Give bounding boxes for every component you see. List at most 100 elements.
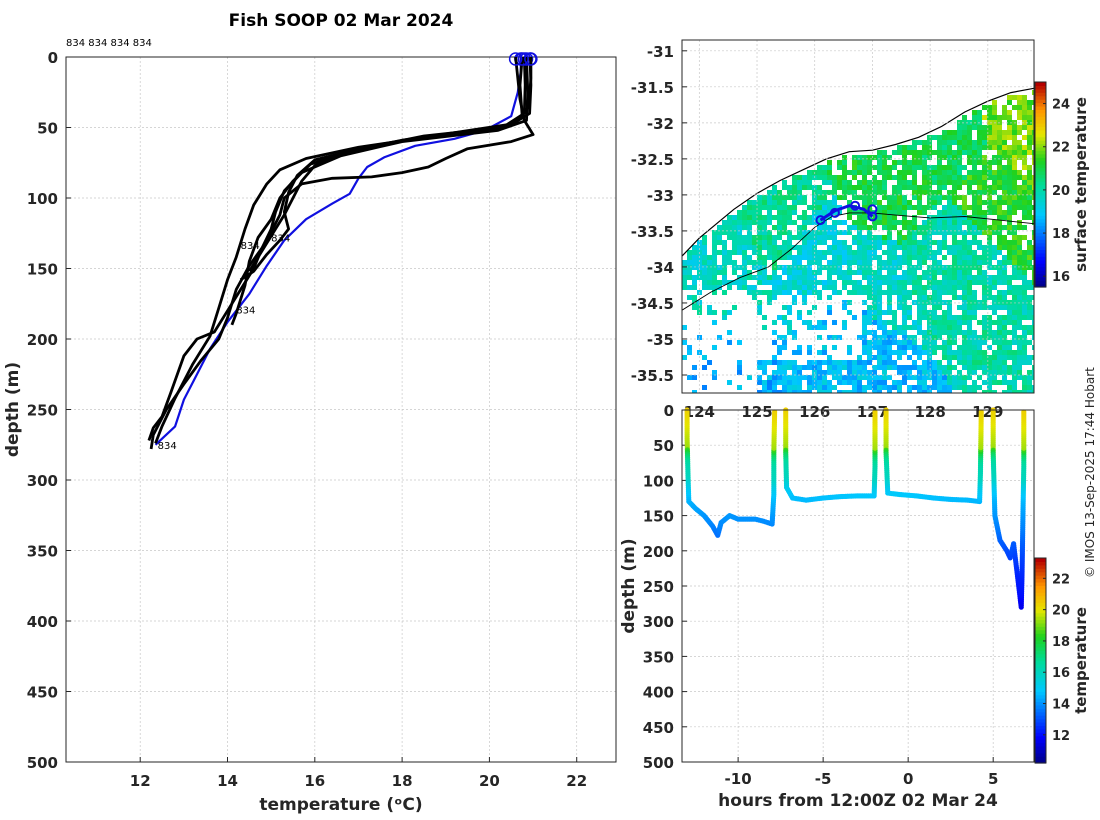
sst-cell (837, 390, 842, 393)
sst-cell (847, 215, 852, 220)
sst-cell (822, 175, 827, 180)
sst-cell (862, 315, 867, 320)
sst-cell (922, 185, 927, 190)
sst-cell (812, 260, 817, 265)
sst-cell (972, 110, 977, 115)
sst-cell (942, 285, 947, 290)
sst-cell (857, 155, 862, 160)
sst-cell (842, 250, 847, 255)
temp-colorbar-cell (1035, 749, 1046, 754)
sst-cell (732, 265, 737, 270)
sst-cell (957, 140, 962, 145)
sst-cell (947, 220, 952, 225)
sst-cell (1032, 120, 1034, 125)
sst-cell (792, 185, 797, 190)
sst-cell (942, 290, 947, 295)
sst-colorbar-tick-label: 18 (1052, 227, 1070, 242)
sst-cell (942, 365, 947, 370)
sst-cell (887, 275, 892, 280)
sst-cell (1032, 130, 1034, 135)
sst-cell (987, 275, 992, 280)
sst-cell (967, 360, 972, 365)
sst-cell (1002, 325, 1007, 330)
sst-cell (1002, 330, 1007, 335)
sst-cell (932, 165, 937, 170)
sst-cell (787, 320, 792, 325)
sst-cell (972, 255, 977, 260)
sst-cell (942, 255, 947, 260)
sst-cell (967, 245, 972, 250)
sst-cell (832, 285, 837, 290)
sst-cell (982, 305, 987, 310)
sst-cell (987, 325, 992, 330)
sst-cell (907, 150, 912, 155)
sst-cell (862, 155, 867, 160)
sst-cell (967, 320, 972, 325)
sst-cell (962, 135, 967, 140)
sst-cell (817, 235, 822, 240)
sst-cell (997, 280, 1002, 285)
sst-cell (757, 210, 762, 215)
sst-cell (782, 305, 787, 310)
sst-cell (997, 275, 1002, 280)
sst-cell (962, 140, 967, 145)
sst-cell (992, 100, 997, 105)
sst-cell (947, 320, 952, 325)
sst-cell (982, 170, 987, 175)
sst-cell (867, 245, 872, 250)
sst-cell (972, 385, 977, 390)
sst-cell (967, 175, 972, 180)
sst-cell (947, 275, 952, 280)
sst-cell (762, 255, 767, 260)
sst-cell (1032, 155, 1034, 160)
sst-colorbar-cell (1035, 249, 1046, 254)
sst-cell (867, 385, 872, 390)
sst-cell (942, 390, 947, 393)
sst-cell (967, 365, 972, 370)
sst-cell (752, 250, 757, 255)
sst-cell (782, 210, 787, 215)
sst-cell (732, 305, 737, 310)
sst-cell (962, 145, 967, 150)
sst-cell (792, 270, 797, 275)
temp-colorbar-cell (1035, 735, 1046, 740)
sst-cell (1012, 340, 1017, 345)
sst-cell (992, 200, 997, 205)
sst-cells (682, 87, 1034, 393)
sst-cell (967, 385, 972, 390)
sst-cell (957, 180, 962, 185)
sst-cell (967, 130, 972, 135)
sst-cell (917, 325, 922, 330)
map-x-tick-label: 128 (914, 403, 945, 421)
sst-cell (977, 145, 982, 150)
sst-cell (992, 285, 997, 290)
sst-cell (927, 335, 932, 340)
sst-cell (867, 190, 872, 195)
sst-cell (872, 225, 877, 230)
temp-colorbar-cell (1035, 599, 1046, 604)
sst-cell (827, 285, 832, 290)
sst-cell (847, 205, 852, 210)
sst-cell (967, 355, 972, 360)
sst-cell (862, 165, 867, 170)
sst-cell (972, 125, 977, 130)
sst-cell (907, 370, 912, 375)
sst-cell (987, 250, 992, 255)
surface-marker (519, 52, 534, 66)
sst-cell (1012, 335, 1017, 340)
temp-colorbar-tick-label: 16 (1052, 666, 1070, 681)
sst-cell (942, 165, 947, 170)
sst-cell (937, 365, 942, 370)
sst-cell (877, 335, 882, 340)
sst-cell (1012, 95, 1017, 100)
temp-colorbar-cell (1035, 626, 1046, 631)
sst-cell (842, 380, 847, 385)
y-tick-label: 150 (27, 261, 58, 279)
sst-cell (992, 265, 997, 270)
sst-cell (877, 350, 882, 355)
sst-cell (812, 360, 817, 365)
sst-cell (937, 260, 942, 265)
sst-cell (1022, 160, 1027, 165)
sst-cell (902, 195, 907, 200)
